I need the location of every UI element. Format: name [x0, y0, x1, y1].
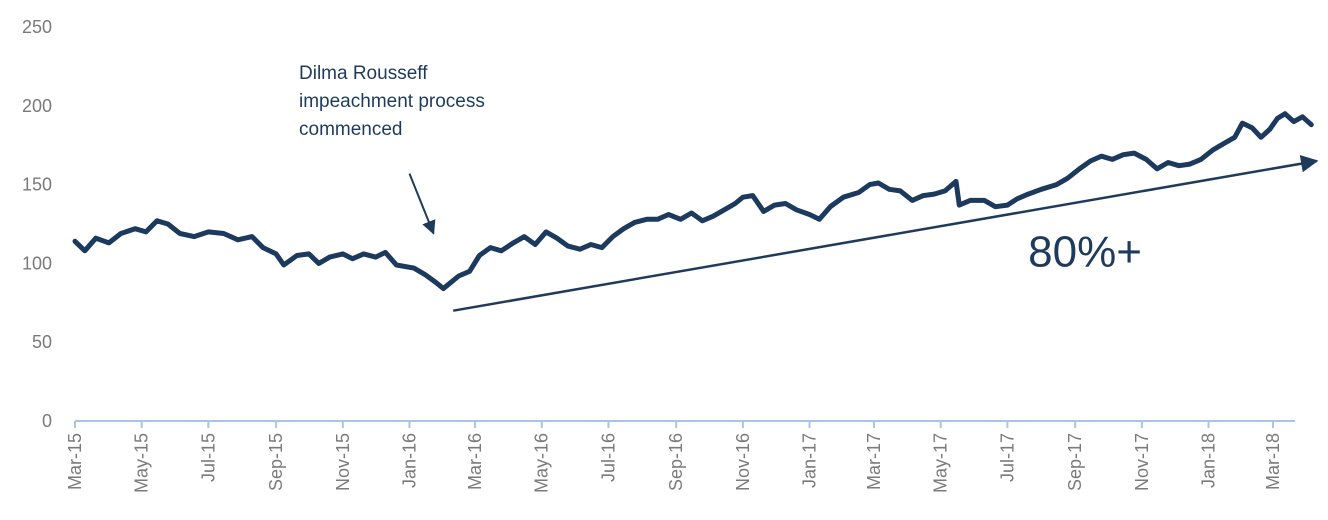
y-tick-label: 200 — [22, 96, 52, 116]
x-tick-label: Jan-16 — [399, 433, 419, 488]
x-tick-label: Mar-15 — [65, 433, 85, 490]
x-tick-label: May-17 — [931, 433, 951, 493]
x-tick-label: Jul-16 — [598, 433, 618, 482]
event-annotation-line: impeachment process — [299, 91, 485, 112]
x-tick-label: May-16 — [532, 433, 552, 493]
x-tick-label: Jul-15 — [198, 433, 218, 482]
annotations: Dilma Rousseff impeachment process commenc… — [299, 63, 1319, 312]
x-axis-ticks: Mar-15 May-15 Jul-15 Sep-15 Nov-15 Jan-16 Mar-… — [65, 421, 1283, 493]
x-tick-label: Mar-16 — [465, 433, 485, 490]
x-tick-label: Mar-18 — [1263, 433, 1283, 490]
y-tick-label: 250 — [22, 17, 52, 37]
event-annotation-line: Dilma Rousseff — [299, 63, 428, 84]
x-tick-label: Sep-17 — [1065, 433, 1085, 491]
x-tick-label: Jan-17 — [800, 433, 820, 488]
x-tick-label: May-15 — [132, 433, 152, 493]
x-tick-label: Sep-15 — [266, 433, 286, 491]
event-annotation-text: Dilma Rousseff impeachment process commenc… — [299, 63, 485, 140]
x-tick-label: Mar-17 — [864, 433, 884, 490]
series-group — [72, 111, 1314, 292]
y-tick-label: 100 — [22, 253, 52, 273]
y-tick-label: 0 — [42, 411, 52, 431]
x-tick-label: Nov-15 — [333, 433, 353, 491]
y-tick-label: 150 — [22, 175, 52, 195]
event-annotation-line: commenced — [299, 119, 403, 140]
y-tick-label: 50 — [32, 332, 52, 352]
x-tick-label: Sep-16 — [666, 433, 686, 491]
trend-arrow — [452, 155, 1319, 312]
y-axis-ticks: 0 50 100 150 200 250 — [22, 17, 52, 431]
x-tick-label: Jul-17 — [997, 433, 1017, 482]
x-tick-label: Nov-16 — [733, 433, 753, 491]
event-arrow — [408, 173, 436, 235]
x-tick-label: Jan-18 — [1199, 433, 1219, 488]
series-line — [72, 111, 1314, 292]
trend-label: 80%+ — [1028, 228, 1142, 277]
x-tick-label: Nov-17 — [1132, 433, 1152, 491]
